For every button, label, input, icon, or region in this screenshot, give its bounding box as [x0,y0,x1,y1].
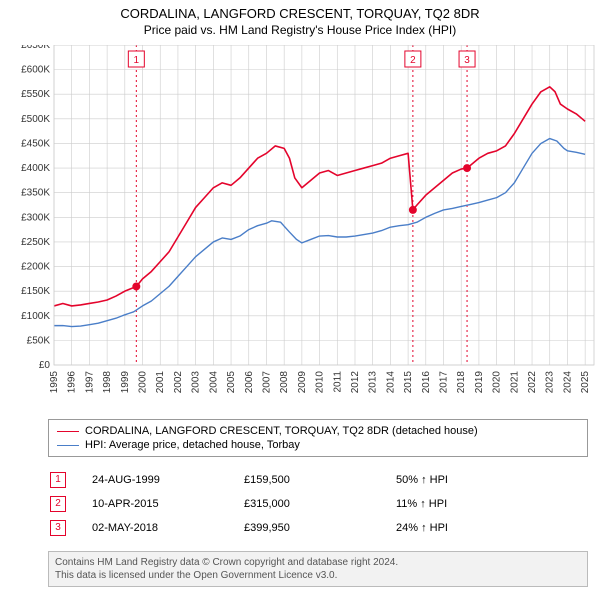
marker-delta: 50% ↑ HPI [396,469,448,491]
marker-dot [463,164,471,172]
plot-border [54,45,594,365]
xtick-label: 2022 [527,371,538,394]
xtick-label: 2000 [138,371,149,394]
chart-titles: CORDALINA, LANGFORD CRESCENT, TORQUAY, T… [0,0,600,37]
line-chart-svg: £0 £50K £100K £150K £200K £250K £300K £350K £400… [6,45,598,411]
marker-dot [132,282,140,290]
xtick-label: 2008 [279,371,290,394]
xtick-label: 2015 [403,371,414,394]
ytick-label: £500K [21,114,50,125]
xtick-label: 1995 [49,371,60,394]
xtick-label: 2003 [191,371,202,394]
table-row: 2 10-APR-2015£315,00011% ↑ HPI [50,493,448,515]
marker-price: £399,950 [244,517,394,539]
ytick-label: £250K [21,237,50,248]
chart-subtitle: Price paid vs. HM Land Registry's House … [0,23,600,37]
xtick-label: 2011 [332,371,343,393]
footer-line-1: Contains HM Land Registry data © Crown c… [55,556,581,569]
xtick-label: 2021 [509,371,520,394]
ytick-label: £200K [21,262,50,273]
xtick-label: 2002 [173,371,184,394]
ytick-label: £550K [21,89,50,100]
marker-number-box: 2 [50,496,66,512]
xtick-label: 2001 [155,371,166,394]
plot-area: £0 £50K £100K £150K £200K £250K £300K £350K £400… [6,45,594,411]
marker-delta: 24% ↑ HPI [396,517,448,539]
xtick-label: 2014 [385,371,396,394]
table-row: 1 24-AUG-1999£159,50050% ↑ HPI [50,469,448,491]
chart-title: CORDALINA, LANGFORD CRESCENT, TORQUAY, T… [0,6,600,21]
xtick-label: 2013 [368,371,379,394]
marker-number: 1 [134,55,140,66]
ytick-label: £450K [21,138,50,149]
legend-row: HPI: Average price, detached house, Torb… [57,438,579,452]
xtick-label: 2018 [456,371,467,394]
xtick-label: 2009 [297,371,308,394]
ytick-label: £600K [21,65,50,76]
xtick-label: 2006 [244,371,255,394]
xtick-label: 1998 [102,371,113,394]
xtick-label: 2004 [208,371,219,394]
ytick-label: £650K [21,45,50,51]
chart-container: CORDALINA, LANGFORD CRESCENT, TORQUAY, T… [0,0,600,587]
ytick-label: £0 [39,360,51,371]
ytick-label: £150K [21,286,50,297]
markers-table: 1 24-AUG-1999£159,50050% ↑ HPI 2 10-APR-201… [48,467,450,541]
marker-dot [409,206,417,214]
ytick-label: £100K [21,311,50,322]
xtick-label: 1996 [67,371,78,394]
xtick-label: 2016 [421,371,432,394]
xtick-label: 1997 [84,371,95,394]
xtick-label: 2005 [226,371,237,394]
ytick-label: £50K [27,335,51,346]
xtick-label: 1999 [120,371,131,394]
attribution-footer: Contains HM Land Registry data © Crown c… [48,551,588,587]
marker-price: £315,000 [244,493,394,515]
marker-number-box: 1 [50,472,66,488]
footer-line-2: This data is licensed under the Open Gov… [55,569,581,582]
marker-number-box: 3 [50,520,66,536]
ytick-label: £300K [21,212,50,223]
xtick-label: 2024 [562,371,573,394]
xtick-label: 2023 [545,371,556,394]
marker-date: 24-AUG-1999 [92,469,242,491]
ytick-label: £400K [21,163,50,174]
marker-price: £159,500 [244,469,394,491]
xtick-label: 2010 [315,371,326,394]
ytick-label: £350K [21,188,50,199]
marker-delta: 11% ↑ HPI [396,493,448,515]
xtick-label: 2017 [439,371,450,394]
legend-swatch [57,431,79,432]
xtick-label: 2020 [492,371,503,394]
marker-date: 10-APR-2015 [92,493,242,515]
xtick-label: 2025 [580,371,591,394]
marker-number: 3 [464,55,470,66]
xtick-label: 2007 [261,371,272,394]
legend-label: HPI: Average price, detached house, Torb… [85,439,300,451]
legend-swatch [57,445,79,446]
table-row: 3 02-MAY-2018£399,95024% ↑ HPI [50,517,448,539]
legend-row: CORDALINA, LANGFORD CRESCENT, TORQUAY, T… [57,424,579,438]
marker-number: 2 [410,55,416,66]
xtick-label: 2019 [474,371,485,394]
legend-label: CORDALINA, LANGFORD CRESCENT, TORQUAY, T… [85,425,478,437]
xtick-label: 2012 [350,371,361,394]
marker-date: 02-MAY-2018 [92,517,242,539]
legend: CORDALINA, LANGFORD CRESCENT, TORQUAY, T… [48,419,588,457]
